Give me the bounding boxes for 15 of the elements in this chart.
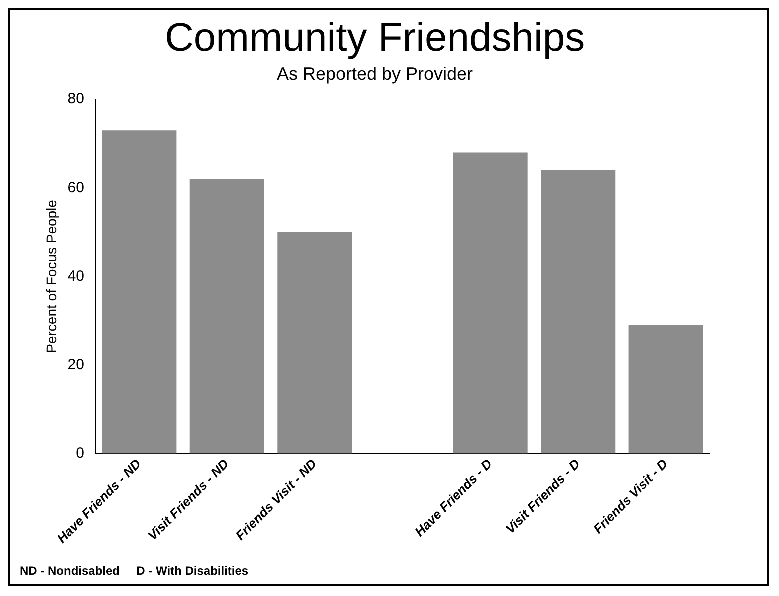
chart-subtitle: As Reported by Provider [276,64,474,84]
y-tick-label: 40 [68,268,84,285]
bar [541,170,616,454]
chart-title: Community Friendships [164,16,586,60]
bar [278,232,352,454]
y-tick-label: 0 [76,444,84,462]
text: ND - Nondisabled D - With Disabilities [20,564,249,578]
bar [102,130,177,454]
y-tick-label: 60 [68,179,84,196]
bar [628,325,704,454]
y-tick-label: 80 [68,90,84,108]
y-axis-title: Percent of Focus People [43,200,60,354]
bar [453,152,528,454]
bar [190,179,264,454]
y-tick-label: 20 [68,356,84,374]
